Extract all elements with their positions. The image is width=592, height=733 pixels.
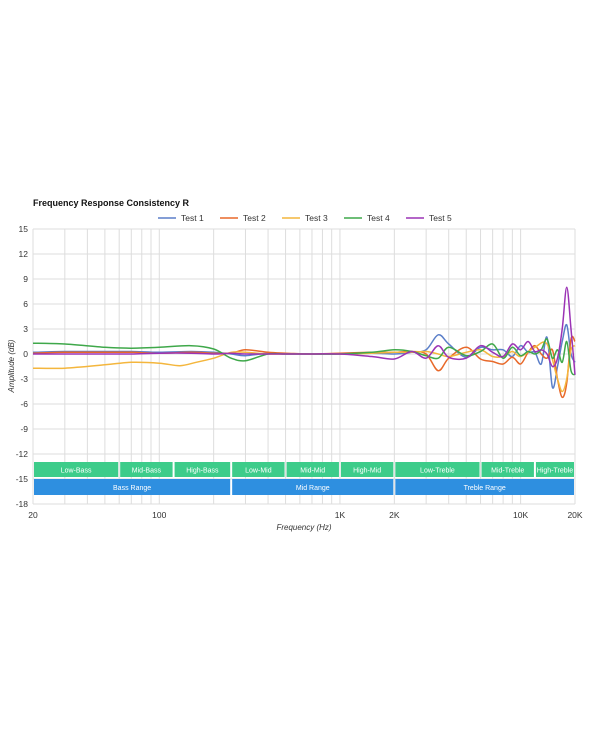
band-segment [174, 462, 231, 477]
band-label: Mid-Bass [132, 468, 162, 475]
band-label: Low-Mid [245, 468, 272, 475]
x-axis-label: Frequency (Hz) [276, 523, 331, 532]
band-segment [34, 462, 119, 477]
frequency-bands: Low-Bass Mid-Bass High-Bass Low-Mid Mid-Mid H… [34, 462, 574, 495]
x-tick-label: 1K [335, 510, 346, 520]
y-tick-label: 12 [19, 249, 29, 259]
y-tick-label: -18 [16, 499, 29, 509]
y-tick-label: 3 [23, 324, 28, 334]
chart-grid [32, 228, 576, 505]
band-segment [395, 462, 480, 477]
range-segment [34, 479, 231, 495]
y-tick-label: -12 [16, 449, 29, 459]
y-tick-label: -6 [20, 399, 28, 409]
range-segment [395, 479, 574, 495]
band-label: Low-Bass [61, 468, 92, 475]
band-segment [535, 462, 574, 477]
x-tick-label: 100 [152, 510, 166, 520]
x-tick-label: 20 [28, 510, 38, 520]
y-tick-label: 15 [19, 224, 29, 234]
chart-title: Frequency Response Consistency R [33, 198, 190, 208]
legend-label-test-3: Test 3 [305, 213, 328, 223]
legend-label-test-2: Test 2 [243, 213, 266, 223]
band-label: High-Bass [186, 468, 219, 475]
range-segment [232, 479, 394, 495]
x-tick-label: 20K [567, 510, 582, 520]
x-tick-label: 10K [513, 510, 528, 520]
legend-label-test-4: Test 4 [367, 213, 390, 223]
band-segment [286, 462, 339, 477]
legend-label-test-5: Test 5 [429, 213, 452, 223]
band-segment [340, 462, 394, 477]
band-label: Low-Treble [420, 468, 455, 475]
y-tick-label: -3 [20, 374, 28, 384]
series-line-test-2 [32, 335, 576, 399]
band-label: Mid-Treble [491, 468, 524, 475]
band-segment [120, 462, 173, 477]
band-segment [481, 462, 534, 477]
legend-label-test-1: Test 1 [181, 213, 204, 223]
series-line-test-5 [32, 286, 576, 375]
y-tick-label: 9 [23, 274, 28, 284]
band-segment [232, 462, 285, 477]
y-tick-label: -15 [16, 474, 29, 484]
band-label: Mid-Mid [300, 468, 325, 475]
band-label: High-Treble [537, 468, 573, 475]
range-label: Mid Range [296, 485, 330, 492]
y-axis-ticks: 15 12 9 6 3 0 -3 -6 -9 -12 -15 -18 [16, 224, 29, 509]
y-tick-label: 6 [23, 299, 28, 309]
y-axis-label: Amplitude (dB) [7, 339, 16, 393]
range-label: Bass Range [113, 485, 151, 492]
x-tick-label: 2K [389, 510, 400, 520]
chart-legend: Test 1 Test 2 Test 3 Test 4 Test 5 [158, 213, 452, 223]
band-label: High-Mid [353, 468, 381, 475]
y-tick-label: -9 [20, 424, 28, 434]
series-lines [32, 286, 576, 399]
y-tick-label: 0 [23, 349, 28, 359]
x-axis-ticks: 20 100 1K 2K 10K 20K [28, 510, 583, 520]
range-label: Treble Range [464, 485, 506, 492]
series-line-test-4 [32, 338, 576, 376]
